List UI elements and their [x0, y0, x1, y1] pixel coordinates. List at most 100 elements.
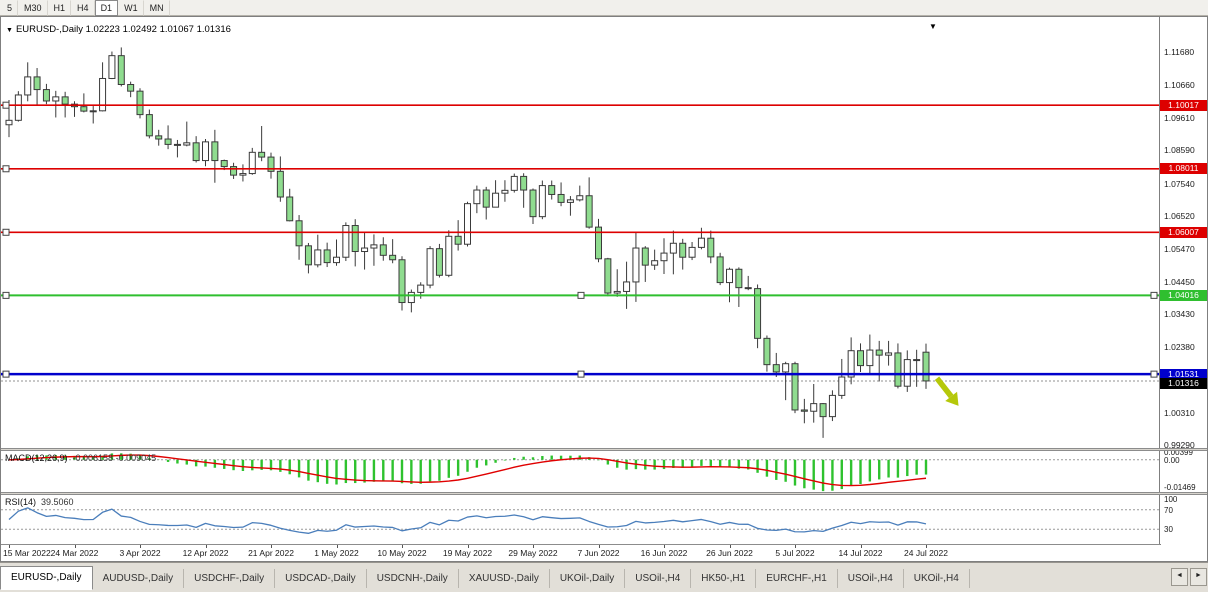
tab-scroll-right-button[interactable]: ►: [1190, 568, 1207, 586]
chart-tab-XAUUSD-Daily[interactable]: XAUUSD-,Daily: [458, 569, 550, 588]
hline-handle-left[interactable]: [2, 291, 10, 299]
price-tick-label: 1.07540: [1164, 178, 1195, 189]
rsi-panel-splitter[interactable]: [1, 492, 1207, 495]
chart-symbol-label: EURUSD-,Daily: [15, 24, 83, 35]
date-label: 24 Jul 2022: [904, 548, 948, 558]
chart-shift-marker-icon[interactable]: ▼: [929, 22, 937, 31]
symbol-dropdown-icon[interactable]: ▼: [6, 27, 13, 34]
tab-scroll-left-button[interactable]: ◄: [1171, 568, 1188, 586]
price-badge-1.08011: 1.08011: [1160, 163, 1207, 175]
chart-title: ▼ EURUSD-,Daily 1.02223 1.02492 1.01067 1…: [6, 24, 231, 35]
timeframe-button-5[interactable]: 5: [1, 0, 19, 16]
price-tick-label: 0.99290: [1164, 440, 1195, 451]
price-axis[interactable]: 1.11680 1.10660 1.09610 1.08590 1.07540 1.065…: [1159, 17, 1207, 544]
date-axis[interactable]: 15 Mar 2022 24 Mar 2022 3 Apr 2022 12 Apr 2…: [1, 545, 1161, 561]
macd-panel-splitter[interactable]: [1, 448, 1207, 451]
rsi-axis-label: 100: [1164, 495, 1178, 504]
price-tick-label: 1.11680: [1164, 47, 1195, 58]
hline-handle-right[interactable]: [1150, 291, 1158, 299]
date-tick: [402, 545, 403, 548]
date-tick: [74, 545, 76, 548]
price-badge-1.04016: 1.04016: [1160, 289, 1207, 301]
date-tick: [140, 545, 141, 548]
price-tick-label: 1.05470: [1164, 244, 1195, 255]
date-label: 29 May 2022: [508, 548, 558, 558]
timeframe-button-H1[interactable]: H1: [48, 0, 72, 16]
trend-arrow-object[interactable]: [931, 374, 964, 411]
chart-tab-EURUSD-Daily[interactable]: EURUSD-,Daily: [0, 566, 93, 590]
timeframe-button-M30[interactable]: M30: [18, 0, 48, 16]
hline-handle-left[interactable]: [2, 370, 10, 378]
price-badge-1.01531: 1.01531: [1160, 368, 1207, 380]
chart-tab-AUDUSD-Daily[interactable]: AUDUSD-,Daily: [92, 569, 185, 588]
rsi-indicator-label: RSI(14) 39.5060: [5, 497, 74, 507]
date-tick: [664, 545, 665, 548]
price-badge-1.10017: 1.10017: [1160, 99, 1207, 111]
date-tick: [860, 545, 862, 548]
date-label: 3 Apr 2022: [119, 548, 161, 558]
timeframe-button-D1[interactable]: D1: [94, 0, 119, 16]
timeframe-button-H4[interactable]: H4: [71, 0, 95, 16]
date-tick: [533, 545, 534, 548]
macd-axis-label: 0.00399: [1164, 448, 1193, 457]
date-label: 7 Jun 2022: [577, 548, 620, 558]
price-tick-label: 1.00310: [1164, 407, 1195, 418]
date-label: 14 Jul 2022: [838, 548, 883, 558]
timeframe-button-W1[interactable]: W1: [118, 0, 144, 16]
date-label: 1 May 2022: [314, 548, 359, 558]
date-label: 26 Jun 2022: [706, 548, 753, 558]
rsi-value: 39.5060: [41, 497, 74, 507]
chart-tab-USDCHF-Daily[interactable]: USDCHF-,Daily: [184, 569, 276, 588]
date-tick: [9, 545, 10, 548]
tab-nav: ◄ ►: [1169, 568, 1207, 586]
date-label: 12 Apr 2022: [182, 548, 229, 558]
hline-handle-center[interactable]: [577, 370, 585, 378]
price-tick-label: 1.02380: [1164, 342, 1195, 353]
hline-handle-left[interactable]: [2, 165, 10, 173]
macd-name: MACD(12,26,9): [5, 453, 68, 463]
date-label: 15 Mar 2022: [3, 548, 51, 558]
date-tick: [926, 545, 927, 548]
date-tick: [729, 545, 731, 548]
macd-indicator-label: MACD(12,26,9) -0.006158 -0.009045: [5, 453, 156, 463]
price-tick-label: 1.03430: [1164, 308, 1195, 319]
chart-tab-USDCAD-Daily[interactable]: USDCAD-,Daily: [275, 569, 367, 588]
chart-tab-UKOil-H4[interactable]: UKOil-,H4: [903, 569, 970, 588]
hline-handle-right[interactable]: [1150, 370, 1158, 378]
chart-tab-USOil-H4[interactable]: USOil-,H4: [837, 569, 904, 588]
hline-handle-left[interactable]: [2, 101, 10, 109]
candles-layer: [5, 47, 930, 438]
date-label: 5 Jul 2022: [775, 548, 815, 558]
hline-handle-left[interactable]: [2, 228, 10, 236]
rsi-panel-canvas[interactable]: [1, 495, 1161, 544]
chart-tab-USDCNH-Daily[interactable]: USDCNH-,Daily: [366, 569, 459, 588]
hline-handle-center[interactable]: [577, 291, 585, 299]
date-label: 10 May 2022: [377, 548, 427, 558]
chart-tab-USOil-H4[interactable]: USOil-,H4: [625, 569, 692, 588]
rsi-axis-label: 70: [1164, 505, 1173, 515]
chart-tab-HK50-H1[interactable]: HK50-,H1: [691, 569, 757, 588]
price-tick-label: 1.04450: [1164, 276, 1195, 287]
macd-signal-line: [8, 454, 927, 487]
chart-tab-UKOil-Daily[interactable]: UKOil-,Daily: [549, 569, 626, 588]
date-tick: [795, 545, 796, 548]
date-tick: [205, 545, 207, 548]
price-tick-label: 1.10660: [1164, 79, 1195, 90]
rsi-line: [8, 507, 927, 534]
rsi-axis-label: 30: [1164, 525, 1173, 535]
main-chart-canvas[interactable]: [1, 17, 1161, 448]
date-tick: [271, 545, 272, 548]
price-tick-label: 1.09610: [1164, 113, 1195, 124]
timeframe-button-MN[interactable]: MN: [144, 0, 170, 16]
date-axis-divider: [1, 544, 1161, 545]
macd-histogram: [17, 453, 928, 492]
macd-axis-label: 0.00: [1164, 455, 1180, 465]
timeframe-toolbar: 5 M30 H1 H4 D1 W1 MN: [0, 0, 1208, 16]
ohlc-readout: 1.02223 1.02492 1.01067 1.01316: [85, 24, 231, 35]
chart-tab-EURCHF-H1[interactable]: EURCHF-,H1: [756, 569, 838, 588]
macd-panel-canvas[interactable]: [1, 451, 1161, 492]
price-tick-label: 1.06520: [1164, 211, 1195, 222]
date-label: 24 Mar 2022: [50, 548, 99, 558]
tabs-strip: EURUSD-,Daily AUDUSD-,Daily USDCHF-,Daily U…: [0, 566, 970, 592]
